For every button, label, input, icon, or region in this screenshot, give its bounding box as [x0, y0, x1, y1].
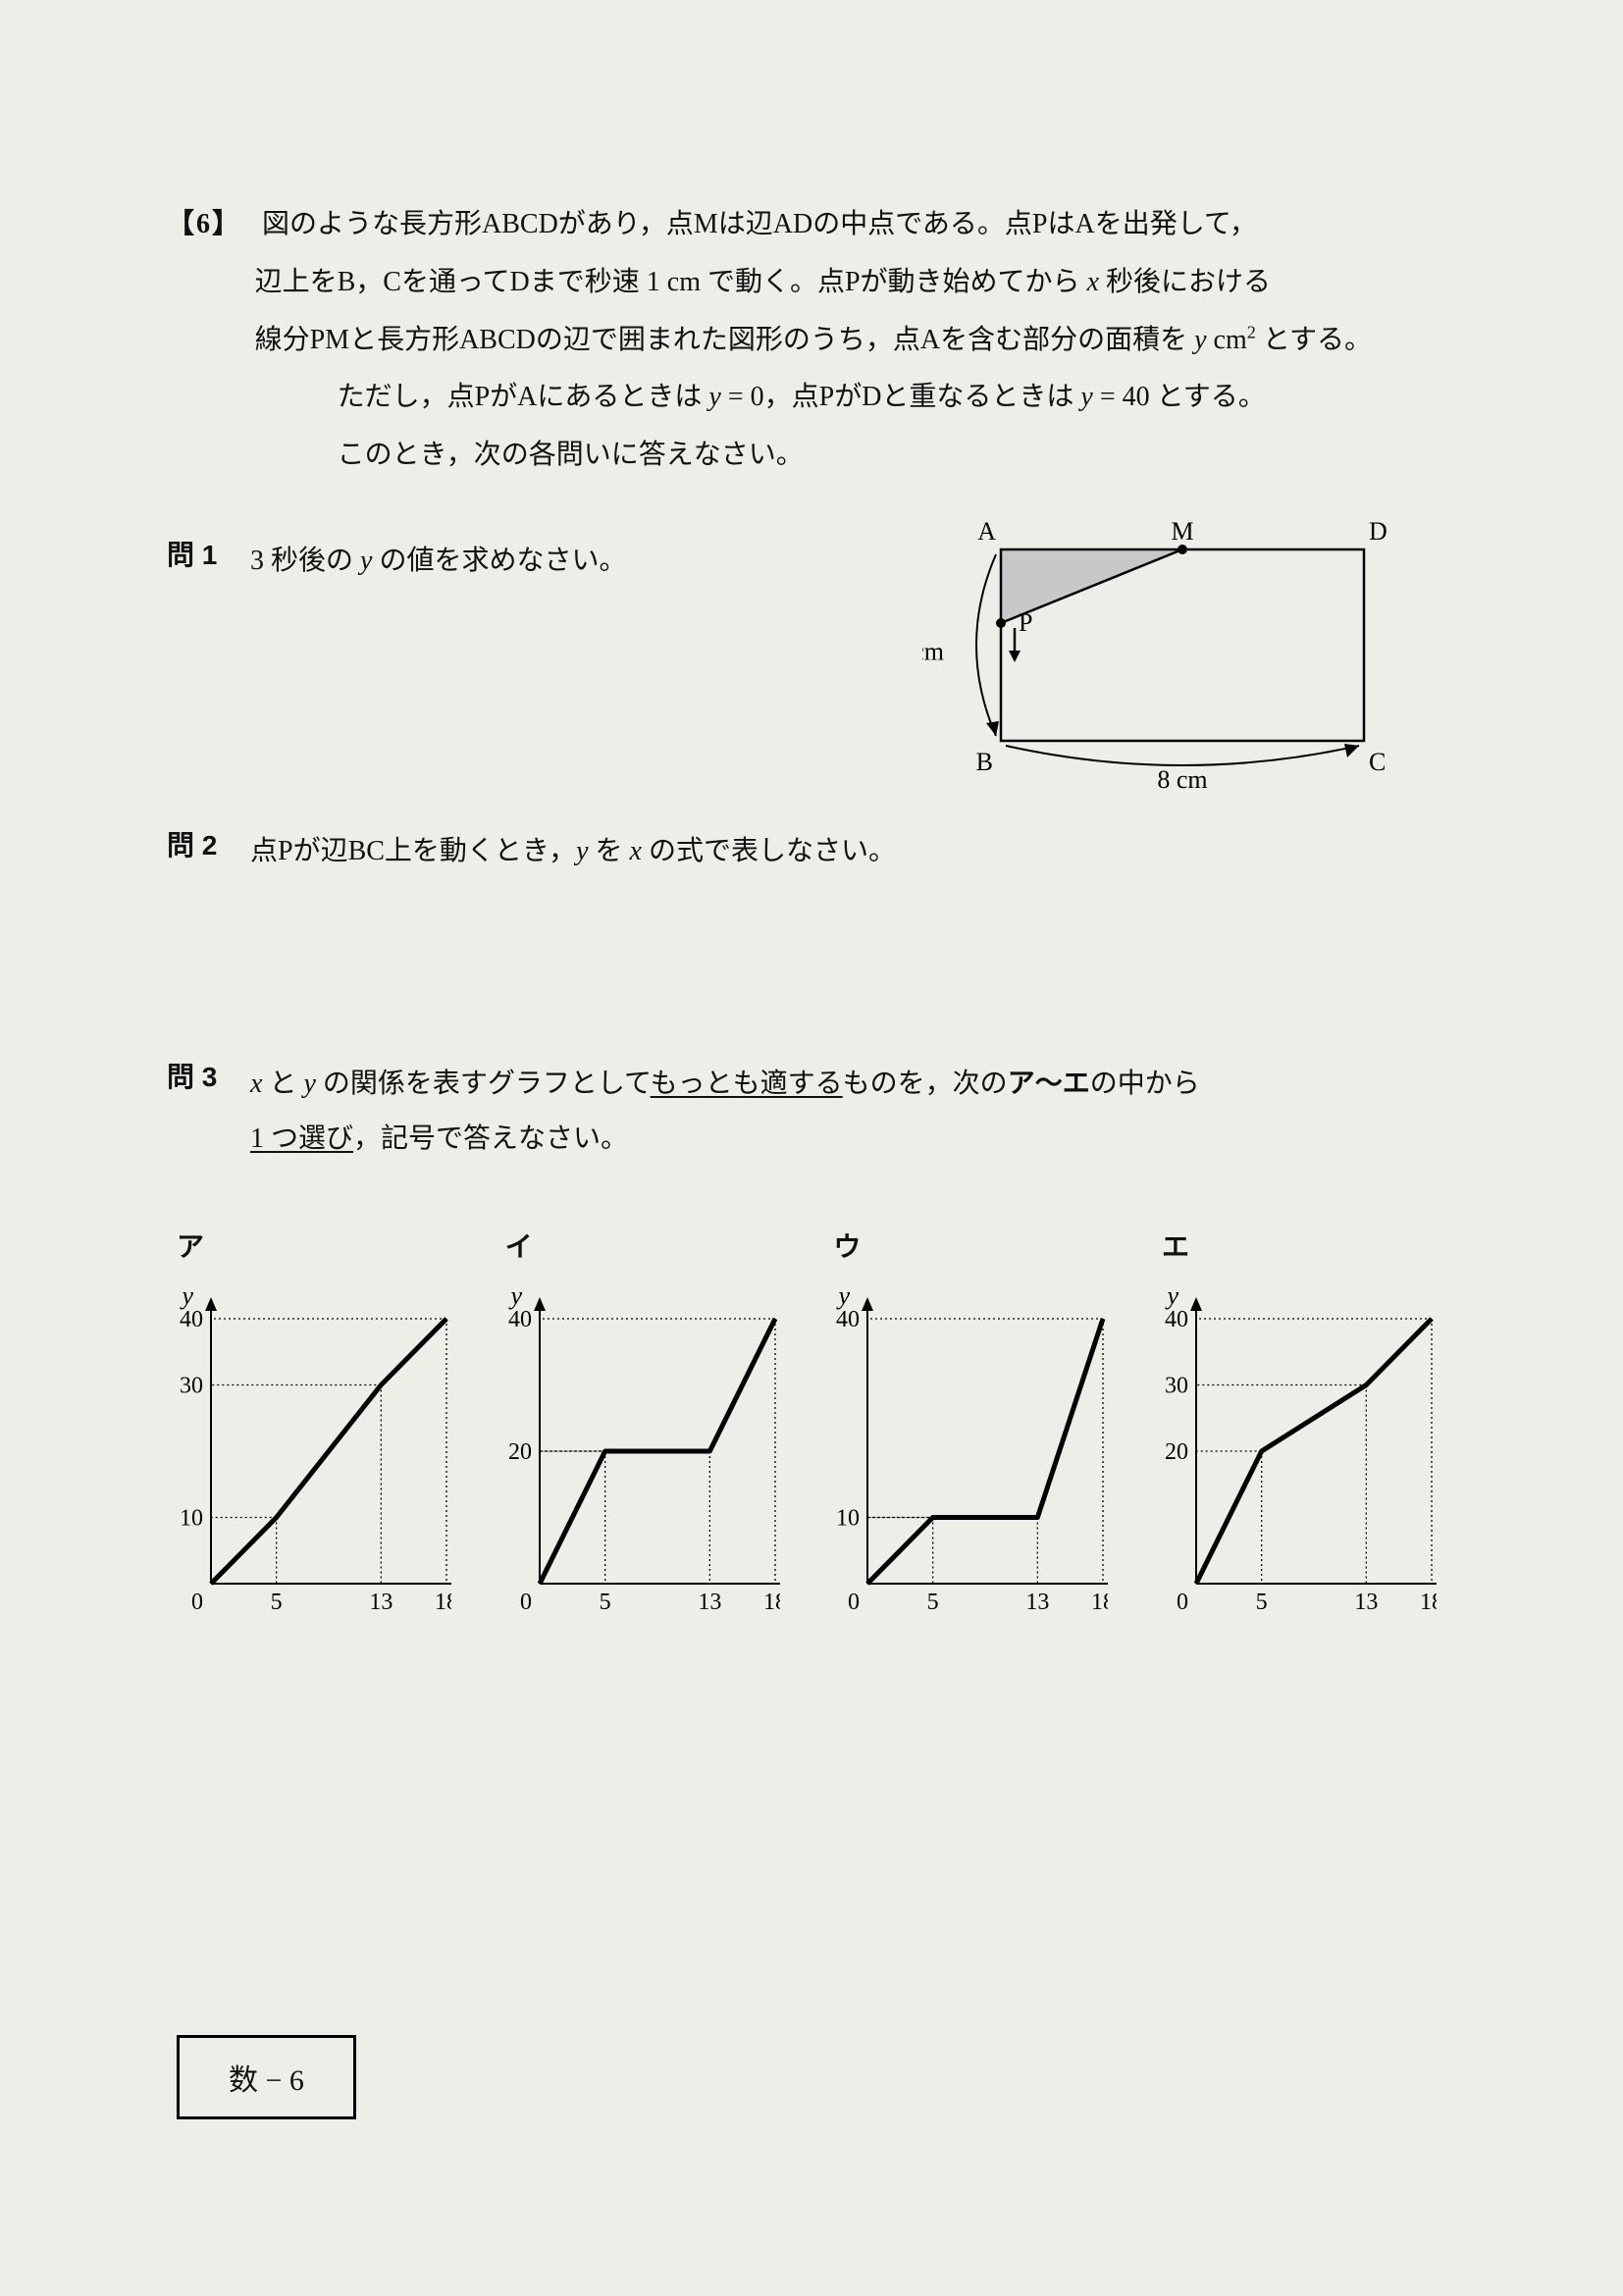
problem-body: 【6】 図のような長方形ABCDがあり，点Mは辺ADの中点である。点PはAを出発…	[167, 196, 1456, 485]
question-2: 問 2 点Pが辺BC上を動くとき，y を x の式で表しなさい。	[167, 824, 1456, 879]
var-x: x	[1087, 267, 1099, 297]
q1-text: 3 秒後の y の値を求めなさい。	[250, 534, 626, 589]
charts-row: ア103040051318yx イ2040051318yx ウ104005131…	[167, 1226, 1456, 1621]
body-l3b: cm	[1207, 325, 1247, 355]
svg-text:M: M	[1171, 520, 1193, 546]
q2-text: 点Pが辺BC上を動くとき，y を x の式で表しなさい。	[250, 824, 896, 879]
svg-text:10: 10	[180, 1505, 203, 1531]
svg-text:13: 13	[698, 1590, 721, 1613]
body-l4b: = 0，点PがDと重なるときは	[721, 382, 1081, 412]
svg-text:10: 10	[836, 1505, 860, 1531]
body-l3c: とする。	[1256, 325, 1372, 355]
body-l4a: ただし，点PがAにあるときは	[338, 382, 709, 412]
svg-text:D: D	[1369, 520, 1387, 546]
svg-text:y: y	[836, 1289, 851, 1310]
svg-text:5 cm: 5 cm	[922, 638, 944, 666]
svg-text:0: 0	[191, 1590, 203, 1613]
svg-text:13: 13	[1026, 1590, 1050, 1613]
q3-text: x と y の関係を表すグラフとしてもっとも適するものを，次のア～エの中から 1…	[250, 1056, 1200, 1167]
svg-text:0: 0	[520, 1590, 532, 1613]
svg-text:8 cm: 8 cm	[1157, 765, 1207, 794]
page-number-box: 数 − 6	[177, 2035, 356, 2119]
svg-text:y: y	[1164, 1289, 1178, 1310]
svg-text:5: 5	[927, 1590, 939, 1613]
svg-text:13: 13	[1354, 1590, 1378, 1613]
body-l2a: 辺上をB，Cを通ってDまで秒速 1 cm で動く。点Pが動き始めてから	[255, 267, 1087, 297]
svg-text:0: 0	[848, 1590, 860, 1613]
var-y: y	[1194, 325, 1206, 355]
svg-text:5: 5	[599, 1590, 610, 1613]
chart-e: 203040051318yx	[1152, 1289, 1437, 1613]
svg-text:A: A	[977, 520, 996, 546]
chart-i: 2040051318yx	[496, 1289, 780, 1613]
svg-text:40: 40	[508, 1307, 532, 1332]
chart-u: 1040051318yx	[823, 1289, 1108, 1613]
chart-i-label: イ	[505, 1226, 800, 1265]
svg-text:30: 30	[1165, 1373, 1188, 1398]
var-y3: y	[1080, 382, 1092, 412]
q3-label: 問 3	[167, 1056, 250, 1167]
svg-text:40: 40	[180, 1307, 203, 1332]
chart-a-label: ア	[177, 1226, 471, 1265]
svg-text:20: 20	[1165, 1439, 1188, 1465]
chart-e-label: エ	[1162, 1226, 1456, 1265]
svg-text:18: 18	[435, 1590, 451, 1613]
chart-u-label: ウ	[833, 1226, 1127, 1265]
question-3: 問 3 x と y の関係を表すグラフとしてもっとも適するものを，次のア～エの中…	[167, 1056, 1456, 1167]
svg-text:5: 5	[271, 1590, 283, 1613]
q1-label: 問 1	[167, 534, 250, 589]
svg-text:40: 40	[836, 1307, 860, 1332]
rectangle-figure: A M D B C P 5 cm 8 cm	[922, 520, 1413, 812]
svg-text:18: 18	[1091, 1590, 1108, 1613]
chart-a: 103040051318yx	[167, 1289, 451, 1613]
svg-text:13: 13	[369, 1590, 393, 1613]
svg-text:y: y	[507, 1289, 522, 1310]
body-l2b: 秒後における	[1099, 267, 1271, 297]
problem-number: 【6】	[167, 209, 241, 239]
svg-text:18: 18	[763, 1590, 780, 1613]
body-l4c: = 40 とする。	[1093, 382, 1266, 412]
svg-text:P: P	[1019, 608, 1032, 637]
svg-text:C: C	[1369, 748, 1386, 776]
svg-text:20: 20	[508, 1439, 532, 1465]
svg-text:5: 5	[1256, 1590, 1268, 1613]
body-l3a: 線分PMと長方形ABCDの辺で囲まれた図形のうち，点Aを含む部分の面積を	[255, 325, 1195, 355]
svg-text:40: 40	[1165, 1307, 1188, 1332]
q2-label: 問 2	[167, 824, 250, 879]
svg-text:0: 0	[1177, 1590, 1188, 1613]
var-y2: y	[708, 382, 720, 412]
body-l5: このとき，次の各問いに答えなさい。	[338, 440, 804, 470]
body-l1: 図のような長方形ABCDがあり，点Mは辺ADの中点である。点PはAを出発して，	[262, 209, 1257, 239]
svg-text:B: B	[976, 748, 993, 776]
svg-text:y: y	[179, 1289, 193, 1310]
svg-text:30: 30	[180, 1373, 203, 1398]
svg-text:18: 18	[1420, 1590, 1437, 1613]
